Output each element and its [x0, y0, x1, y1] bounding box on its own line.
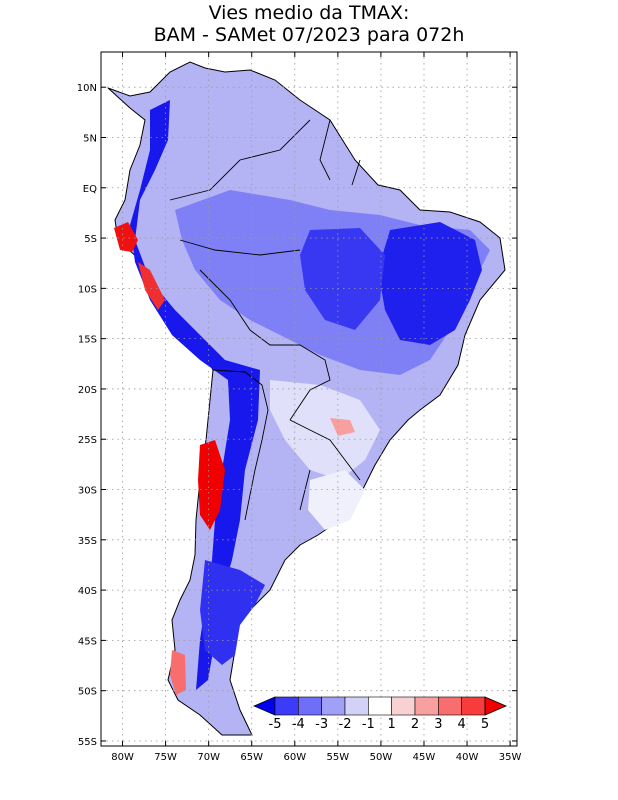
- colorbar-label: 2: [411, 717, 419, 732]
- colorbar-cell: [461, 696, 486, 716]
- bias-region-warm-chile: [198, 440, 225, 530]
- graticule: [101, 52, 517, 746]
- colorbar-label: 3: [434, 717, 442, 732]
- lat-tick-label: 25S: [78, 435, 97, 446]
- bias-region-strong-northeast: [378, 222, 482, 345]
- colorbar-arrow-right: [484, 696, 508, 716]
- map-title-line1: Vies medio da TMAX:: [208, 2, 410, 24]
- bias-region-strong-central: [300, 228, 385, 330]
- colorbar-label: 5: [481, 717, 489, 732]
- map-frame: [100, 51, 518, 747]
- colorbar-label: -1: [362, 717, 375, 732]
- map-title-line2: BAM - SAMet 07/2023 para 072h: [153, 24, 465, 46]
- colorbar-label: 1: [388, 717, 396, 732]
- lat-tick-label: 5N: [83, 133, 97, 144]
- colorbar-cell: [344, 696, 369, 716]
- lon-tick-label: 55W: [327, 752, 350, 763]
- lat-tick-label: 35S: [78, 536, 97, 547]
- country-borders: [169, 119, 361, 521]
- colorbar-label: -5: [269, 717, 282, 732]
- bias-region-warm-patagonia: [170, 650, 186, 695]
- colorbar-label: -3: [315, 717, 328, 732]
- lat-tick-label: 10N: [77, 83, 97, 94]
- lon-tick-label: 45W: [413, 752, 436, 763]
- lat-tick-label: 40S: [78, 586, 97, 597]
- bias-region-pale-south: [270, 380, 380, 480]
- colorbar-labels: -5 -4 -3 -2 -1 1 2 3 4 5: [269, 717, 490, 732]
- colorbar-label: -2: [339, 717, 352, 732]
- bias-region-warm-peru: [114, 222, 138, 252]
- colorbar-cell: [368, 696, 392, 716]
- lon-tick-label: 65W: [240, 752, 263, 763]
- lat-tick-label: 30S: [78, 486, 97, 497]
- lat-tick-label: 45S: [78, 636, 97, 647]
- lon-tick-label: 35W: [499, 752, 522, 763]
- map-area: [101, 52, 517, 746]
- lon-tick-label: 60W: [283, 752, 306, 763]
- lat-tick-label: 10S: [78, 284, 97, 295]
- lat-tick-label: 55S: [78, 737, 97, 748]
- lat-tick-label: 50S: [78, 687, 97, 698]
- axis-ticks: 10N 5N EQ 5S 10S 15S 20S 25S 30S 35S 40S 45S 50S 55S 8…: [77, 52, 522, 763]
- lat-tick-label: 20S: [78, 385, 97, 396]
- colorbar-cell: [274, 696, 299, 716]
- lon-tick-label: 80W: [111, 752, 134, 763]
- colorbar-label: -4: [292, 717, 305, 732]
- colorbar-cell: [438, 696, 462, 716]
- colorbar-cells: [274, 696, 486, 716]
- lon-tick-label: 50W: [370, 752, 393, 763]
- lat-tick-label: 15S: [78, 335, 97, 346]
- lon-tick-label: 70W: [197, 752, 220, 763]
- lon-tick-label: 75W: [154, 752, 177, 763]
- bias-region-pale-uruguay: [308, 470, 365, 530]
- lat-tick-label: 5S: [84, 234, 97, 245]
- colorbar-label: 4: [458, 717, 466, 732]
- lat-tick-label: EQ: [83, 184, 97, 195]
- bias-region-warm-southeast-brazil: [330, 418, 355, 436]
- colorbar-cell: [298, 696, 322, 716]
- bias-region-patagonia-blue: [200, 560, 265, 665]
- colorbar: -5 -4 -3 -2 -1 1 2 3 4 5: [252, 696, 508, 732]
- colorbar-cell: [414, 696, 439, 716]
- lon-tick-label: 40W: [456, 752, 479, 763]
- colorbar-cell: [391, 696, 416, 716]
- bias-region-warm-andes-peru: [138, 262, 165, 310]
- bias-region-andes-blue: [130, 100, 260, 690]
- colorbar-cell: [321, 696, 346, 716]
